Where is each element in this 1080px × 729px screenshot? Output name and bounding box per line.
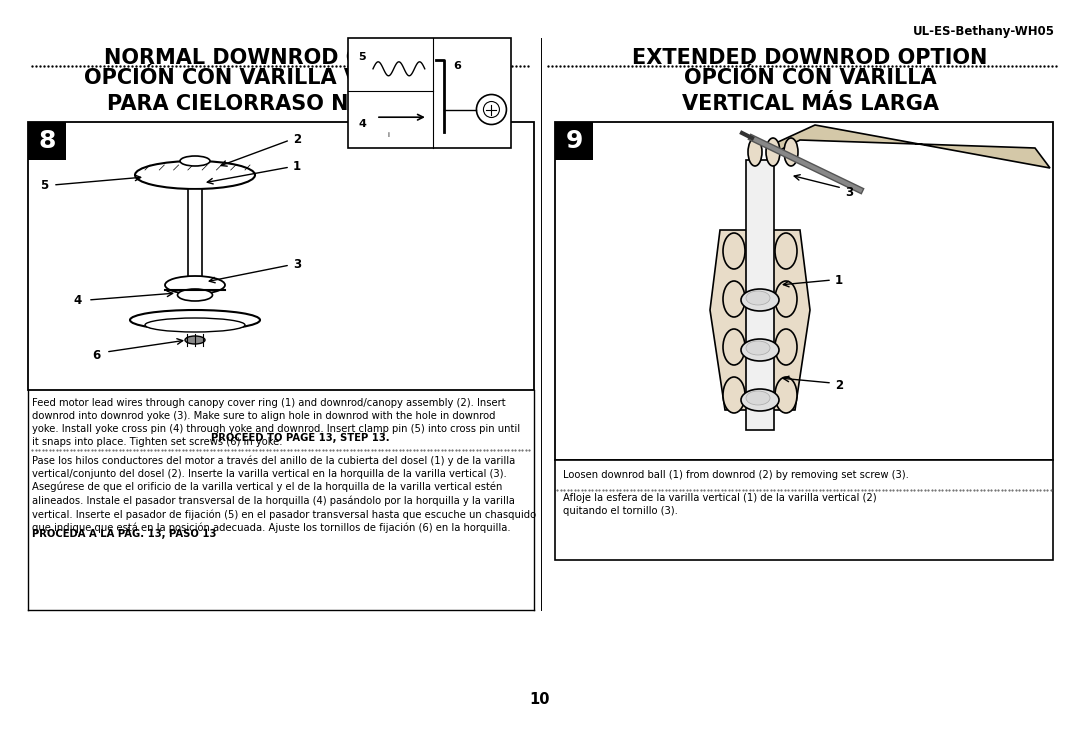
Text: 5: 5	[359, 52, 366, 62]
Ellipse shape	[165, 276, 225, 294]
Text: 5: 5	[40, 179, 49, 192]
Text: Pase los hilos conductores del motor a través del anillo de la cubierta del dose: Pase los hilos conductores del motor a t…	[32, 455, 536, 534]
Text: EXTENDED DOWNROD OPTION: EXTENDED DOWNROD OPTION	[632, 48, 988, 68]
Bar	[28, 122, 66, 160]
Text: NORMAL DOWNROD OPTION: NORMAL DOWNROD OPTION	[105, 48, 435, 68]
Polygon shape	[710, 230, 810, 410]
Text: PARA CIELORRASO NORMAL: PARA CIELORRASO NORMAL	[107, 94, 433, 114]
Text: 8: 8	[38, 129, 56, 153]
Text: PROCEDA A LA PÁG. 13, PASO 13: PROCEDA A LA PÁG. 13, PASO 13	[32, 527, 216, 539]
Bar	[555, 460, 1053, 560]
Text: 10: 10	[530, 693, 550, 708]
Bar	[746, 160, 774, 430]
Ellipse shape	[741, 389, 779, 411]
Ellipse shape	[766, 138, 780, 166]
Ellipse shape	[177, 289, 213, 301]
Bar	[28, 122, 534, 390]
Text: 3: 3	[293, 257, 301, 270]
Text: OPCIÓN CON VARILLA: OPCIÓN CON VARILLA	[684, 68, 936, 88]
Ellipse shape	[180, 156, 210, 166]
Ellipse shape	[748, 138, 762, 166]
Text: 6: 6	[454, 61, 461, 71]
Ellipse shape	[741, 339, 779, 361]
Ellipse shape	[741, 289, 779, 311]
Text: PROCEED TO PAGE 13, STEP 13.: PROCEED TO PAGE 13, STEP 13.	[212, 432, 390, 443]
Text: UL-ES-Bethany-WH05: UL-ES-Bethany-WH05	[913, 25, 1055, 38]
Ellipse shape	[723, 281, 745, 317]
Bar	[555, 122, 1053, 460]
Text: Loosen downrod ball (1) from downrod (2) by removing set screw (3).: Loosen downrod ball (1) from downrod (2)…	[563, 470, 909, 480]
Ellipse shape	[723, 377, 745, 413]
Ellipse shape	[775, 377, 797, 413]
Ellipse shape	[746, 391, 770, 405]
Text: 1: 1	[835, 273, 843, 286]
Circle shape	[476, 95, 507, 125]
Ellipse shape	[145, 318, 245, 332]
Ellipse shape	[746, 341, 770, 355]
Text: VERTICAL MÁS LARGA: VERTICAL MÁS LARGA	[681, 94, 939, 114]
Bar	[188, 189, 202, 285]
Ellipse shape	[784, 138, 798, 166]
Text: 4: 4	[359, 119, 366, 129]
Text: Feed motor lead wires through canopy cover ring (1) and downrod/canopy assembly : Feed motor lead wires through canopy cov…	[32, 398, 521, 447]
Text: OPCIÓN CON VARILLA VERTICAL: OPCIÓN CON VARILLA VERTICAL	[84, 68, 456, 88]
Ellipse shape	[775, 329, 797, 365]
Text: 2: 2	[835, 378, 843, 391]
Text: 3: 3	[845, 185, 853, 198]
Text: Afloje la esfera de la varilla vertical (1) de la varilla vertical (2)
quitando : Afloje la esfera de la varilla vertical …	[563, 493, 877, 516]
Ellipse shape	[135, 161, 255, 189]
Text: 2: 2	[293, 133, 301, 146]
Ellipse shape	[723, 233, 745, 269]
Ellipse shape	[185, 336, 205, 344]
Text: 6: 6	[92, 348, 100, 362]
Ellipse shape	[775, 281, 797, 317]
Text: 9: 9	[565, 129, 583, 153]
Text: 1: 1	[293, 160, 301, 173]
Ellipse shape	[723, 329, 745, 365]
Text: i: i	[388, 132, 390, 138]
Text: 4: 4	[73, 294, 82, 306]
Ellipse shape	[130, 310, 260, 330]
Bar	[348, 38, 511, 148]
Circle shape	[484, 101, 499, 117]
Bar	[555, 122, 593, 160]
Ellipse shape	[775, 233, 797, 269]
Polygon shape	[770, 125, 1050, 168]
Ellipse shape	[746, 291, 770, 305]
